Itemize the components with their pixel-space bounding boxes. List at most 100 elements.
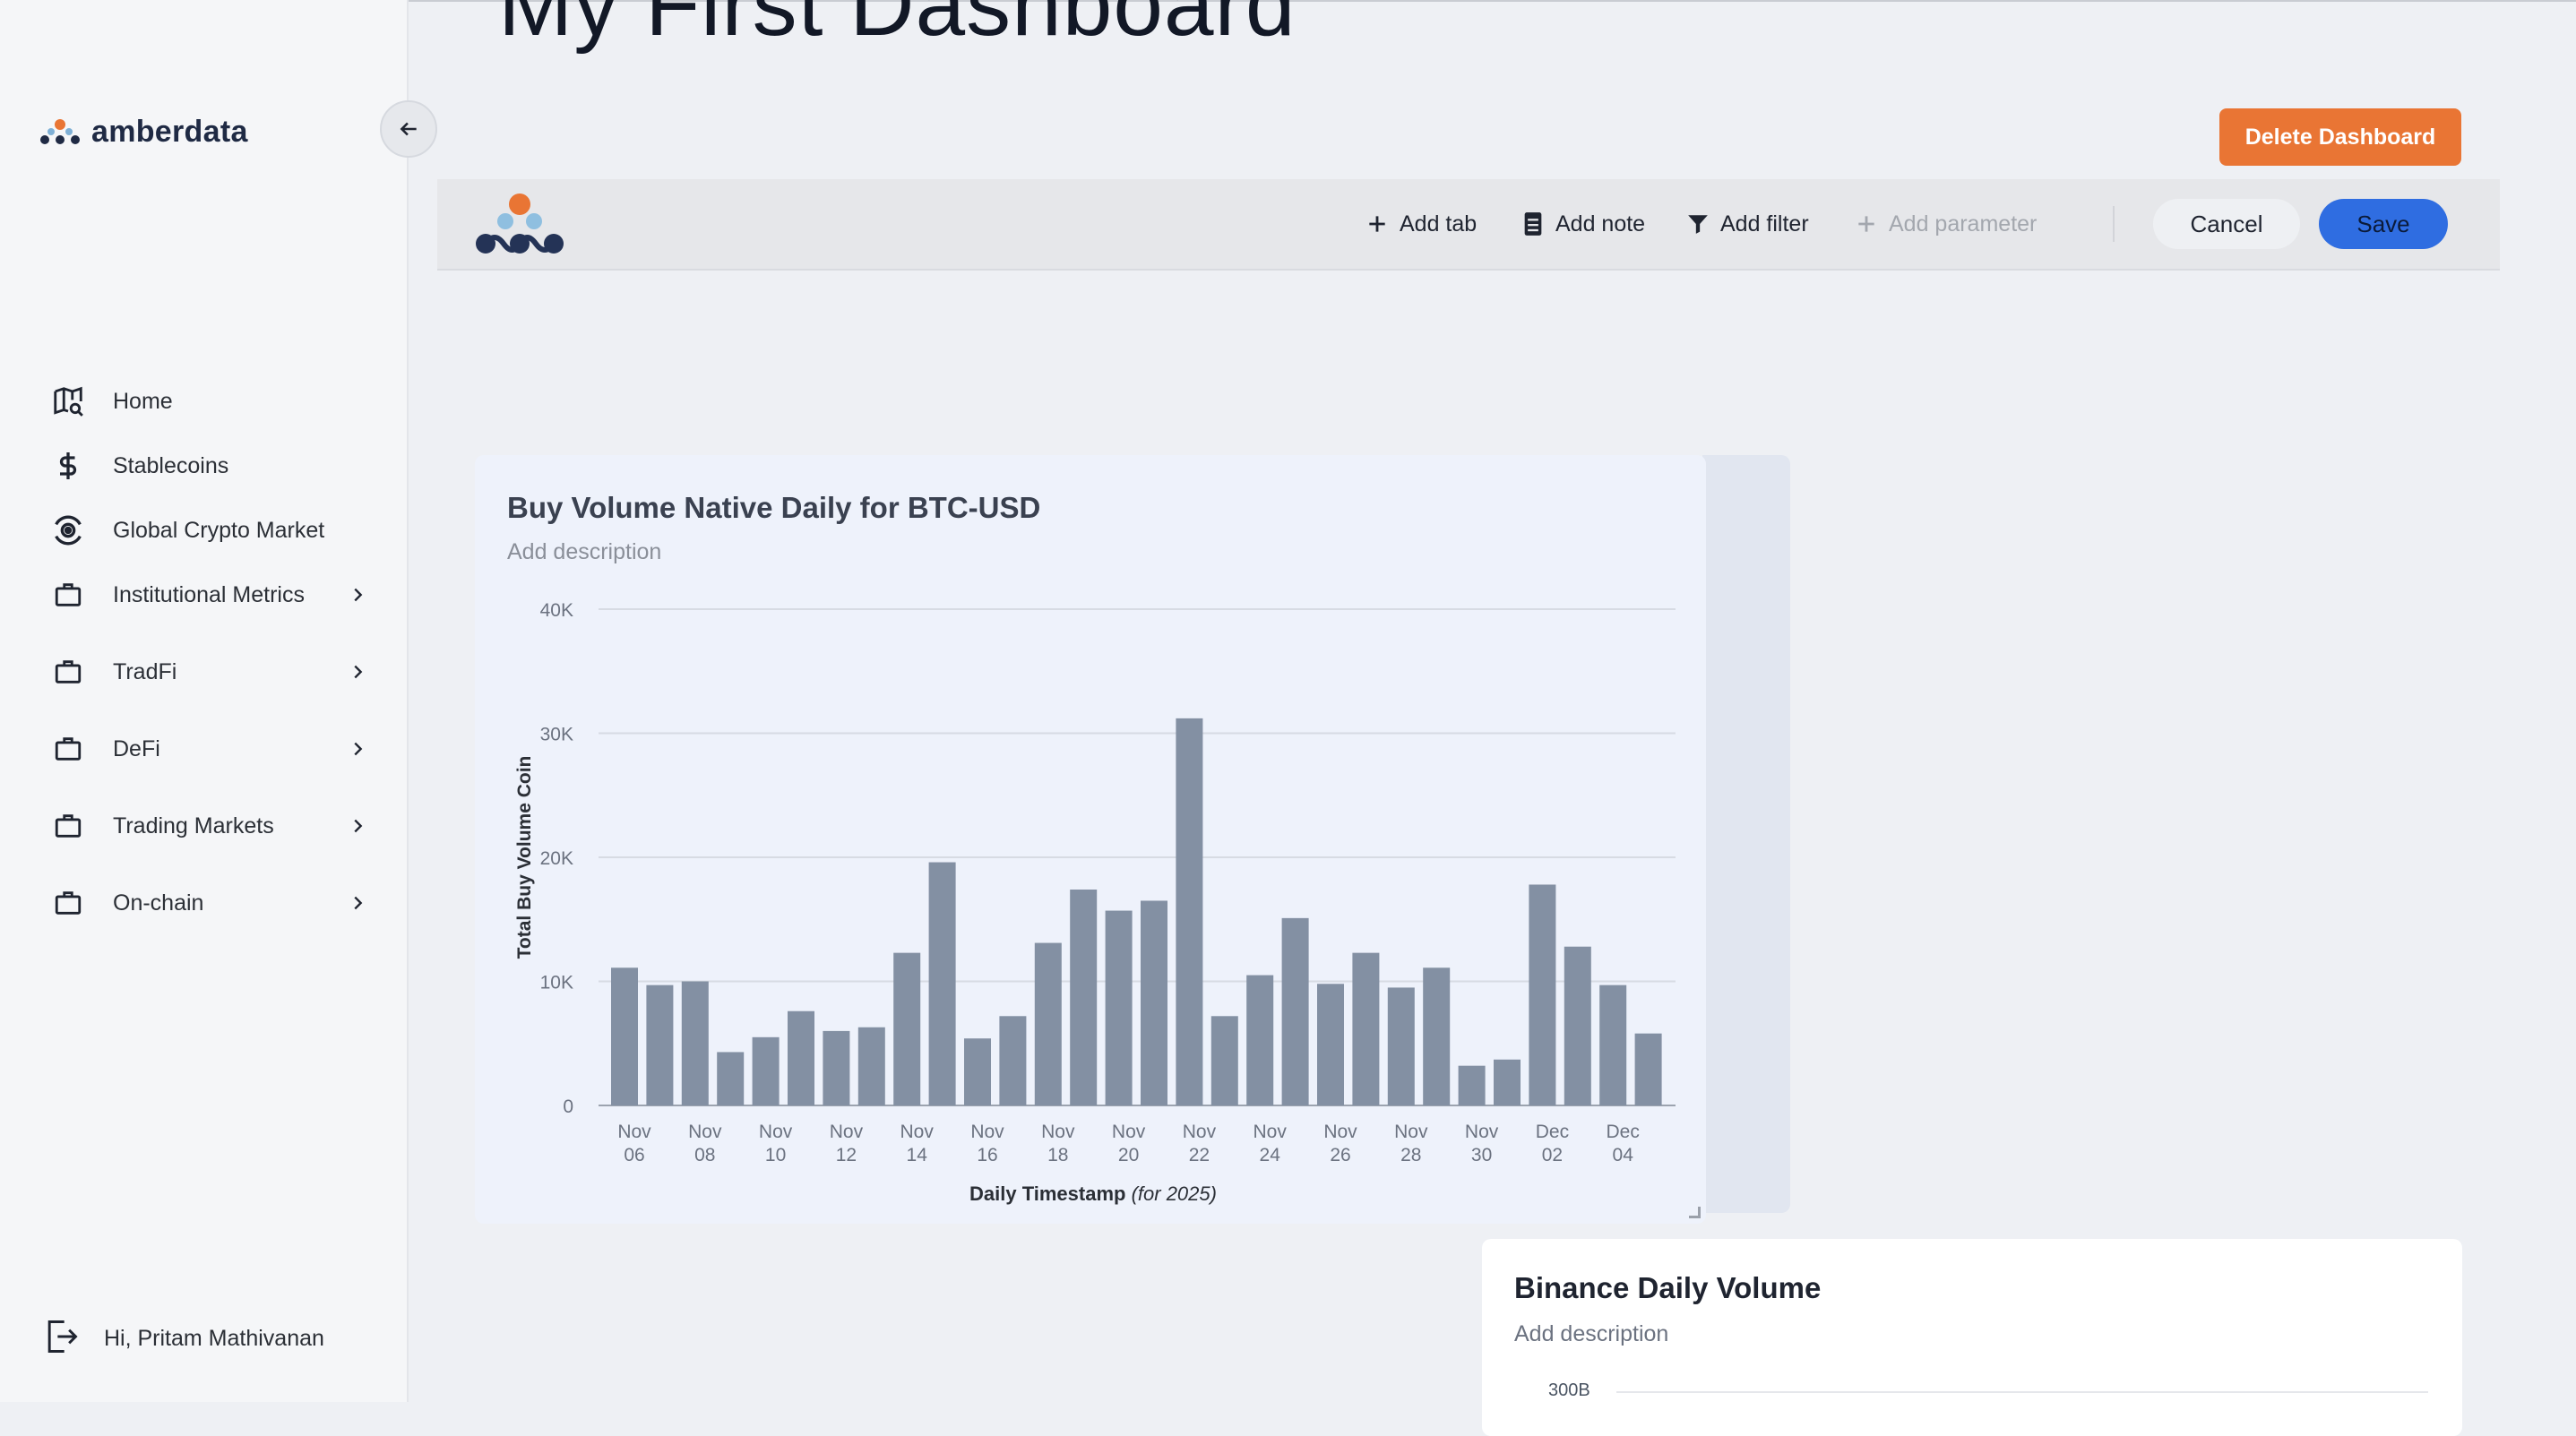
x-tick-label: Nov xyxy=(759,1122,793,1142)
sidebar-item-stablecoins[interactable]: Stablecoins xyxy=(48,441,371,491)
x-tick-label: 28 xyxy=(1400,1145,1421,1165)
bar xyxy=(681,981,709,1105)
bar xyxy=(646,985,674,1105)
chevron-right-icon[interactable] xyxy=(344,658,371,685)
user-greeting: Hi, Pritam Mathivanan xyxy=(104,1325,324,1351)
bar xyxy=(1599,985,1627,1105)
chevron-right-icon[interactable] xyxy=(344,813,371,839)
map-search-icon xyxy=(48,382,88,421)
user-menu[interactable]: Hi, Pritam Mathivanan xyxy=(41,1315,324,1362)
brand-name: amberdata xyxy=(91,114,248,149)
chevron-right-icon[interactable] xyxy=(344,735,371,762)
x-tick-label: 04 xyxy=(1613,1145,1634,1165)
add-note-button[interactable]: Add note xyxy=(1520,206,1645,242)
bar xyxy=(1176,718,1203,1105)
y-tick-label: 20K xyxy=(540,848,573,869)
bar xyxy=(999,1016,1027,1105)
window-top-border xyxy=(0,0,2576,2)
chart-card-buy-volume[interactable]: Buy Volume Native Daily for BTC-USD Add … xyxy=(475,455,1706,1224)
filter-icon xyxy=(1684,211,1711,237)
add-tab-button[interactable]: Add tab xyxy=(1364,206,1477,242)
x-axis-title: Daily Timestamp xyxy=(969,1182,1132,1205)
bar xyxy=(717,1052,745,1105)
add-parameter-label: Add parameter xyxy=(1889,211,2038,236)
bar xyxy=(1352,952,1380,1105)
amberdata-logo-icon xyxy=(473,192,566,262)
brand-logo[interactable]: amberdata xyxy=(39,111,248,152)
toolbar-divider xyxy=(2113,206,2115,242)
y-tick-label: 30K xyxy=(540,725,573,745)
bar xyxy=(788,1010,814,1105)
x-tick-label: Nov xyxy=(688,1122,722,1142)
bar xyxy=(752,1036,780,1105)
bar xyxy=(1141,900,1167,1105)
sidebar-item-label: TradFi xyxy=(113,658,177,684)
chevron-right-icon[interactable] xyxy=(344,581,371,608)
chart-card-binance-daily-volume[interactable]: Binance Daily Volume Add description 300… xyxy=(1482,1239,2462,1436)
sidebar-item-global-crypto-market[interactable]: Global Crypto Market xyxy=(48,505,371,555)
add-filter-label: Add filter xyxy=(1720,211,1809,236)
x-tick-label: Nov xyxy=(970,1122,1004,1142)
logout-icon[interactable] xyxy=(41,1317,81,1361)
gridline xyxy=(1616,1391,2428,1393)
x-tick-label: 14 xyxy=(907,1145,928,1165)
x-tick-label: 10 xyxy=(765,1145,786,1165)
chevron-right-icon[interactable] xyxy=(344,890,371,916)
sidebar-item-on-chain[interactable]: On-chain xyxy=(48,878,371,928)
card-description[interactable]: Add description xyxy=(507,539,662,564)
sidebar-item-label: Institutional Metrics xyxy=(113,581,305,607)
sidebar-item-trading-markets[interactable]: Trading Markets xyxy=(48,801,371,851)
add-note-label: Add note xyxy=(1555,211,1646,236)
bar xyxy=(1034,942,1062,1105)
add-parameter-button[interactable]: Add parameter xyxy=(1853,206,2037,242)
y-axis-label: Total Buy Volume Coin xyxy=(514,756,535,959)
sidebar-item-label: On-chain xyxy=(113,890,204,916)
sidebar-item-label: Stablecoins xyxy=(113,452,229,478)
bar xyxy=(1494,1059,1521,1105)
x-tick-label: Nov xyxy=(1465,1122,1499,1142)
x-axis-label: Daily Timestamp (for 2025) xyxy=(969,1182,1217,1205)
sidebar-item-defi[interactable]: DeFi xyxy=(48,724,371,774)
bar xyxy=(1564,946,1591,1105)
x-tick-label: 20 xyxy=(1118,1145,1139,1165)
x-axis-note: (for 2025) xyxy=(1132,1182,1217,1205)
plus-icon xyxy=(1853,211,1880,237)
bar xyxy=(611,967,638,1105)
dashboard-toolbar: Add tab Add note Add filter Add paramete… xyxy=(437,179,2500,271)
sidebar-item-home[interactable]: Home xyxy=(48,376,371,426)
x-tick-label: 06 xyxy=(624,1145,644,1165)
sidebar-item-label: Trading Markets xyxy=(113,813,274,838)
x-tick-label: Nov xyxy=(1394,1122,1428,1142)
sidebar-item-tradfi[interactable]: TradFi xyxy=(48,647,371,697)
delete-dashboard-button[interactable]: Delete Dashboard xyxy=(2219,108,2461,166)
page-title: My First Dashboard xyxy=(498,0,1297,55)
bar xyxy=(964,1038,991,1105)
y-tick-label: 10K xyxy=(540,973,573,993)
collapse-sidebar-button[interactable] xyxy=(380,100,437,158)
x-tick-label: Dec xyxy=(1536,1122,1569,1142)
add-filter-button[interactable]: Add filter xyxy=(1684,206,1809,242)
add-tab-label: Add tab xyxy=(1400,211,1478,236)
bar xyxy=(1246,975,1274,1105)
x-tick-label: Dec xyxy=(1607,1122,1640,1142)
x-tick-label: Nov xyxy=(1323,1122,1357,1142)
y-tick-label: 0 xyxy=(563,1096,573,1117)
x-tick-label: 24 xyxy=(1260,1145,1281,1165)
briefcase-icon xyxy=(48,575,88,615)
card-description[interactable]: Add description xyxy=(1514,1321,1669,1346)
x-tick-label: 26 xyxy=(1330,1145,1350,1165)
y-tick-label: 40K xyxy=(540,600,573,621)
globe-orbit-icon xyxy=(48,511,88,550)
sidebar-item-institutional-metrics[interactable]: Institutional Metrics xyxy=(48,570,371,620)
bar xyxy=(928,862,956,1105)
x-tick-label: 12 xyxy=(836,1145,857,1165)
x-tick-label: 22 xyxy=(1189,1145,1210,1165)
bar xyxy=(1317,984,1344,1105)
bar xyxy=(1105,910,1133,1105)
x-tick-label: Nov xyxy=(900,1122,935,1142)
x-tick-label: Nov xyxy=(1254,1122,1288,1142)
resize-handle-icon[interactable] xyxy=(1689,1207,1701,1218)
card-title: Binance Daily Volume xyxy=(1514,1271,1822,1304)
save-button[interactable]: Save xyxy=(2319,199,2448,249)
cancel-button[interactable]: Cancel xyxy=(2153,199,2300,249)
